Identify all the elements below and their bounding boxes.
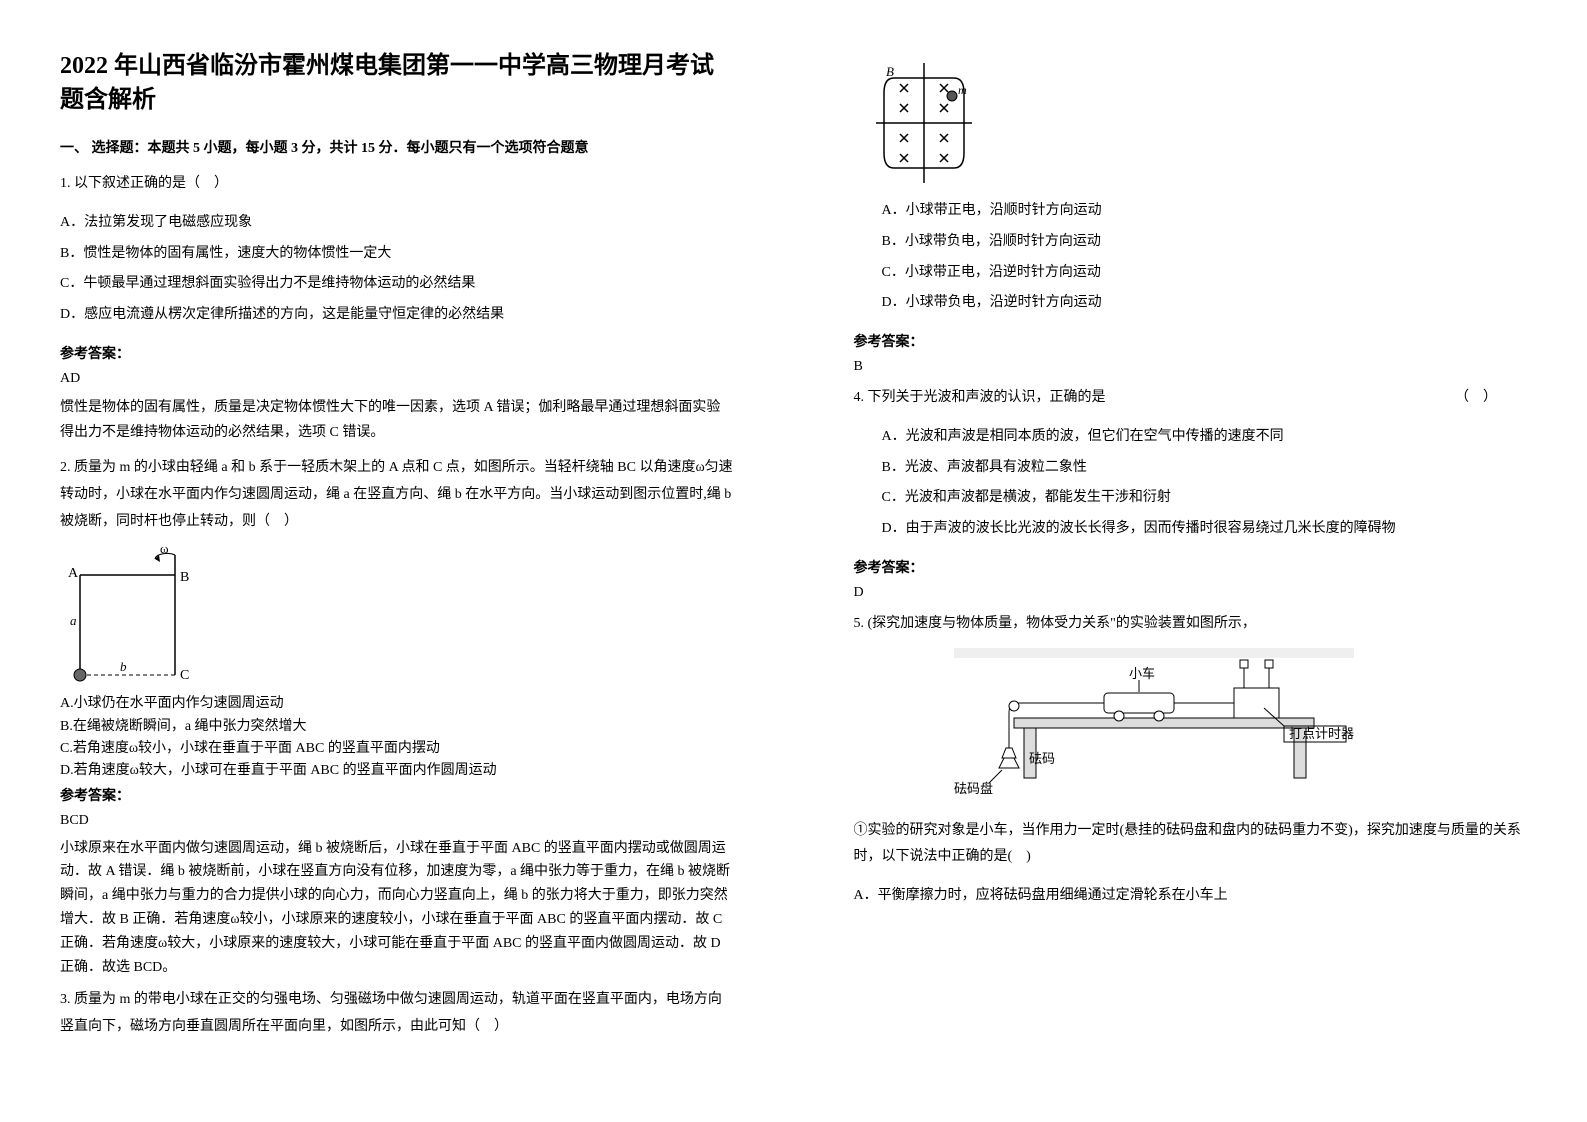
q2-answer: BCD [60,813,734,829]
q2-fig-omega: ω [160,545,169,556]
section-header: 一、 选择题：本题共 5 小题，每小题 3 分，共计 15 分．每小题只有一个选… [60,137,734,157]
q2-option-a: A.小球仍在水平面内作匀速圆周运动 [60,693,734,715]
q2-fig-a: a [70,613,77,628]
q5-fig-car: 小车 [1129,666,1155,681]
q2-options: A.小球仍在水平面内作匀速圆周运动 B.在绳被烧断瞬间，a 绳中张力突然增大 C… [60,693,734,783]
q2-figure: ω A B C a b m [60,545,734,685]
q4-option-b: B．光波、声波都具有波粒二象性 [882,453,1528,484]
q1-option-a: A．法拉第发现了电磁感应现象 [60,208,734,239]
q2-option-b: B.在绳被烧断瞬间，a 绳中张力突然增大 [60,716,734,738]
q3-option-a: A．小球带正电，沿顺时针方向运动 [882,196,1528,227]
q5-fig-timer: 打点计时器 [1289,726,1354,741]
q2-fig-b: b [120,659,127,674]
q4-stem-right: （ ） [1455,385,1497,412]
q2-explanation: 小球原来在水平面内做匀速圆周运动，绳 b 被烧断后，小球在垂直于平面 ABC 的… [60,837,734,980]
q5-stem: 5. (探究加速度与物体质量，物体受力关系"的实验装置如图所示， [854,611,1528,638]
q5-fig-weight: 砝码 [1029,751,1055,766]
page-title: 2022 年山西省临汾市霍州煤电集团第一一中学高三物理月考试题含解析 [60,50,734,117]
q4-option-c: C．光波和声波都是横波，都能发生干涉和衍射 [882,483,1528,514]
q1-answer: AD [60,371,734,387]
q1-answer-label: 参考答案： [60,343,734,363]
q3-fig-m: m [958,83,967,97]
q5-fig-pan: 砝码盘 [954,781,993,796]
q4-stem-left: 4. 下列关于光波和声波的认识，正确的是 [854,385,1106,412]
q5-figure: 小车 打点计时器 砝码 砝码盘 [954,648,1528,808]
q2-answer-label: 参考答案： [60,785,734,805]
q3-answer-label: 参考答案： [854,331,1528,351]
q1-option-b: B．惯性是物体的固有属性，速度大的物体惯性一定大 [60,239,734,270]
q2-fig-B: B [180,570,189,585]
q2-option-c: C.若角速度ω较小，小球在垂直于平面 ABC 的竖直平面内摆动 [60,738,734,760]
q5-option-a: A．平衡摩擦力时，应将砝码盘用细绳通过定滑轮系在小车上 [854,881,1528,912]
q4-option-a: A．光波和声波是相同本质的波，但它们在空气中传播的速度不同 [882,422,1528,453]
q4-answer: D [854,585,1528,601]
q3-stem: 3. 质量为 m 的带电小球在正交的匀强电场、匀强磁场中做匀速圆周运动，轨道平面… [60,987,734,1040]
q2-fig-A: A [68,566,79,581]
q2-option-d: D.若角速度ω较大，小球可在垂直于平面 ABC 的竖直平面内作圆周运动 [60,760,734,782]
q3-fig-B: B [886,64,894,79]
q3-figure: B m [874,58,1528,188]
q3-answer: B [854,359,1528,375]
left-column: 2022 年山西省临汾市霍州煤电集团第一一中学高三物理月考试题含解析 一、 选择… [0,0,794,1122]
q1-stem: 1. 以下叙述正确的是（ ） [60,171,734,198]
q1-explanation: 惯性是物体的固有属性，质量是决定物体惯性大下的唯一因素，选项 A 错误；伽利略最… [60,395,734,445]
q4-option-d: D．由于声波的波长比光波的波长长得多，因而传播时很容易绕过几米长度的障碍物 [882,514,1528,545]
q1-option-d: D．感应电流遵从楞次定律所描述的方向，这是能量守恒定律的必然结果 [60,300,734,331]
q4-answer-label: 参考答案： [854,557,1528,577]
q3-option-b: B．小球带负电，沿顺时针方向运动 [882,227,1528,258]
q3-option-d: D．小球带负电，沿逆时针方向运动 [882,288,1528,319]
q2-fig-m: m [75,681,84,685]
q5-text1: ①实验的研究对象是小车，当作用力一定时(悬挂的砝码盘和盘内的砝码重力不变)，探究… [854,818,1528,871]
q4-stem: 4. 下列关于光波和声波的认识，正确的是 （ ） [854,385,1528,412]
q2-stem: 2. 质量为 m 的小球由轻绳 a 和 b 系于一轻质木架上的 A 点和 C 点… [60,455,734,535]
right-column: B m A．小球带正电，沿顺时针方向运动 B．小球带负电，沿顺时针方向运动 C．… [794,0,1587,1122]
q2-fig-C: C [180,668,189,683]
q3-option-c: C．小球带正电，沿逆时针方向运动 [882,258,1528,289]
q1-option-c: C．牛顿最早通过理想斜面实验得出力不是维持物体运动的必然结果 [60,269,734,300]
